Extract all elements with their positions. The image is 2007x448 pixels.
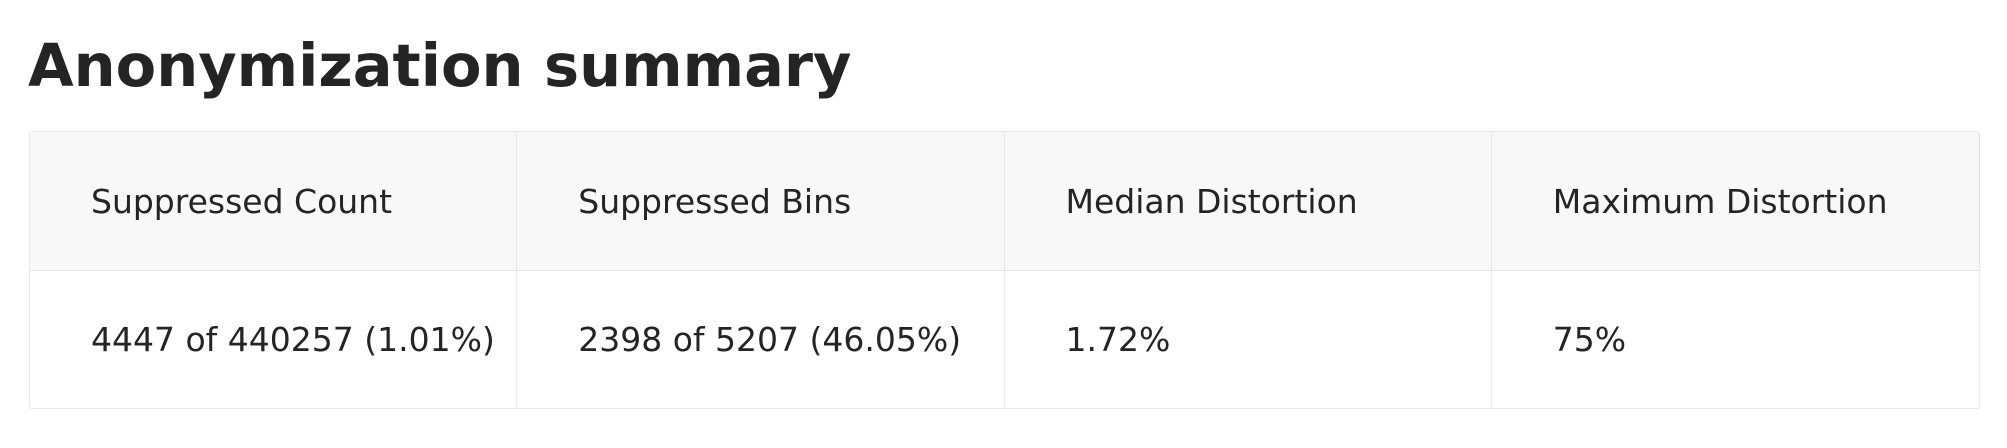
header-row: Suppressed Count Suppressed Bins Median …: [30, 132, 1979, 271]
cell-suppressed-count: 4447 of 440257 (1.01%): [30, 271, 518, 408]
page-title: Anonymization summary: [28, 31, 852, 100]
cell-suppressed-bins: 2398 of 5207 (46.05%): [517, 271, 1005, 408]
table-body: 4447 of 440257 (1.01%) 2398 of 5207 (46.…: [30, 271, 1979, 408]
table-row: 4447 of 440257 (1.01%) 2398 of 5207 (46.…: [30, 271, 1979, 408]
column-header-maximum-distortion: Maximum Distortion: [1491, 132, 1979, 271]
summary-table: Suppressed Count Suppressed Bins Median …: [29, 131, 1980, 409]
cell-maximum-distortion: 75%: [1491, 271, 1979, 408]
table-header: Suppressed Count Suppressed Bins Median …: [30, 132, 1979, 271]
column-header-suppressed-count: Suppressed Count: [30, 132, 518, 271]
cell-median-distortion: 1.72%: [1004, 271, 1492, 408]
column-header-median-distortion: Median Distortion: [1004, 132, 1492, 271]
column-header-suppressed-bins: Suppressed Bins: [517, 132, 1005, 271]
